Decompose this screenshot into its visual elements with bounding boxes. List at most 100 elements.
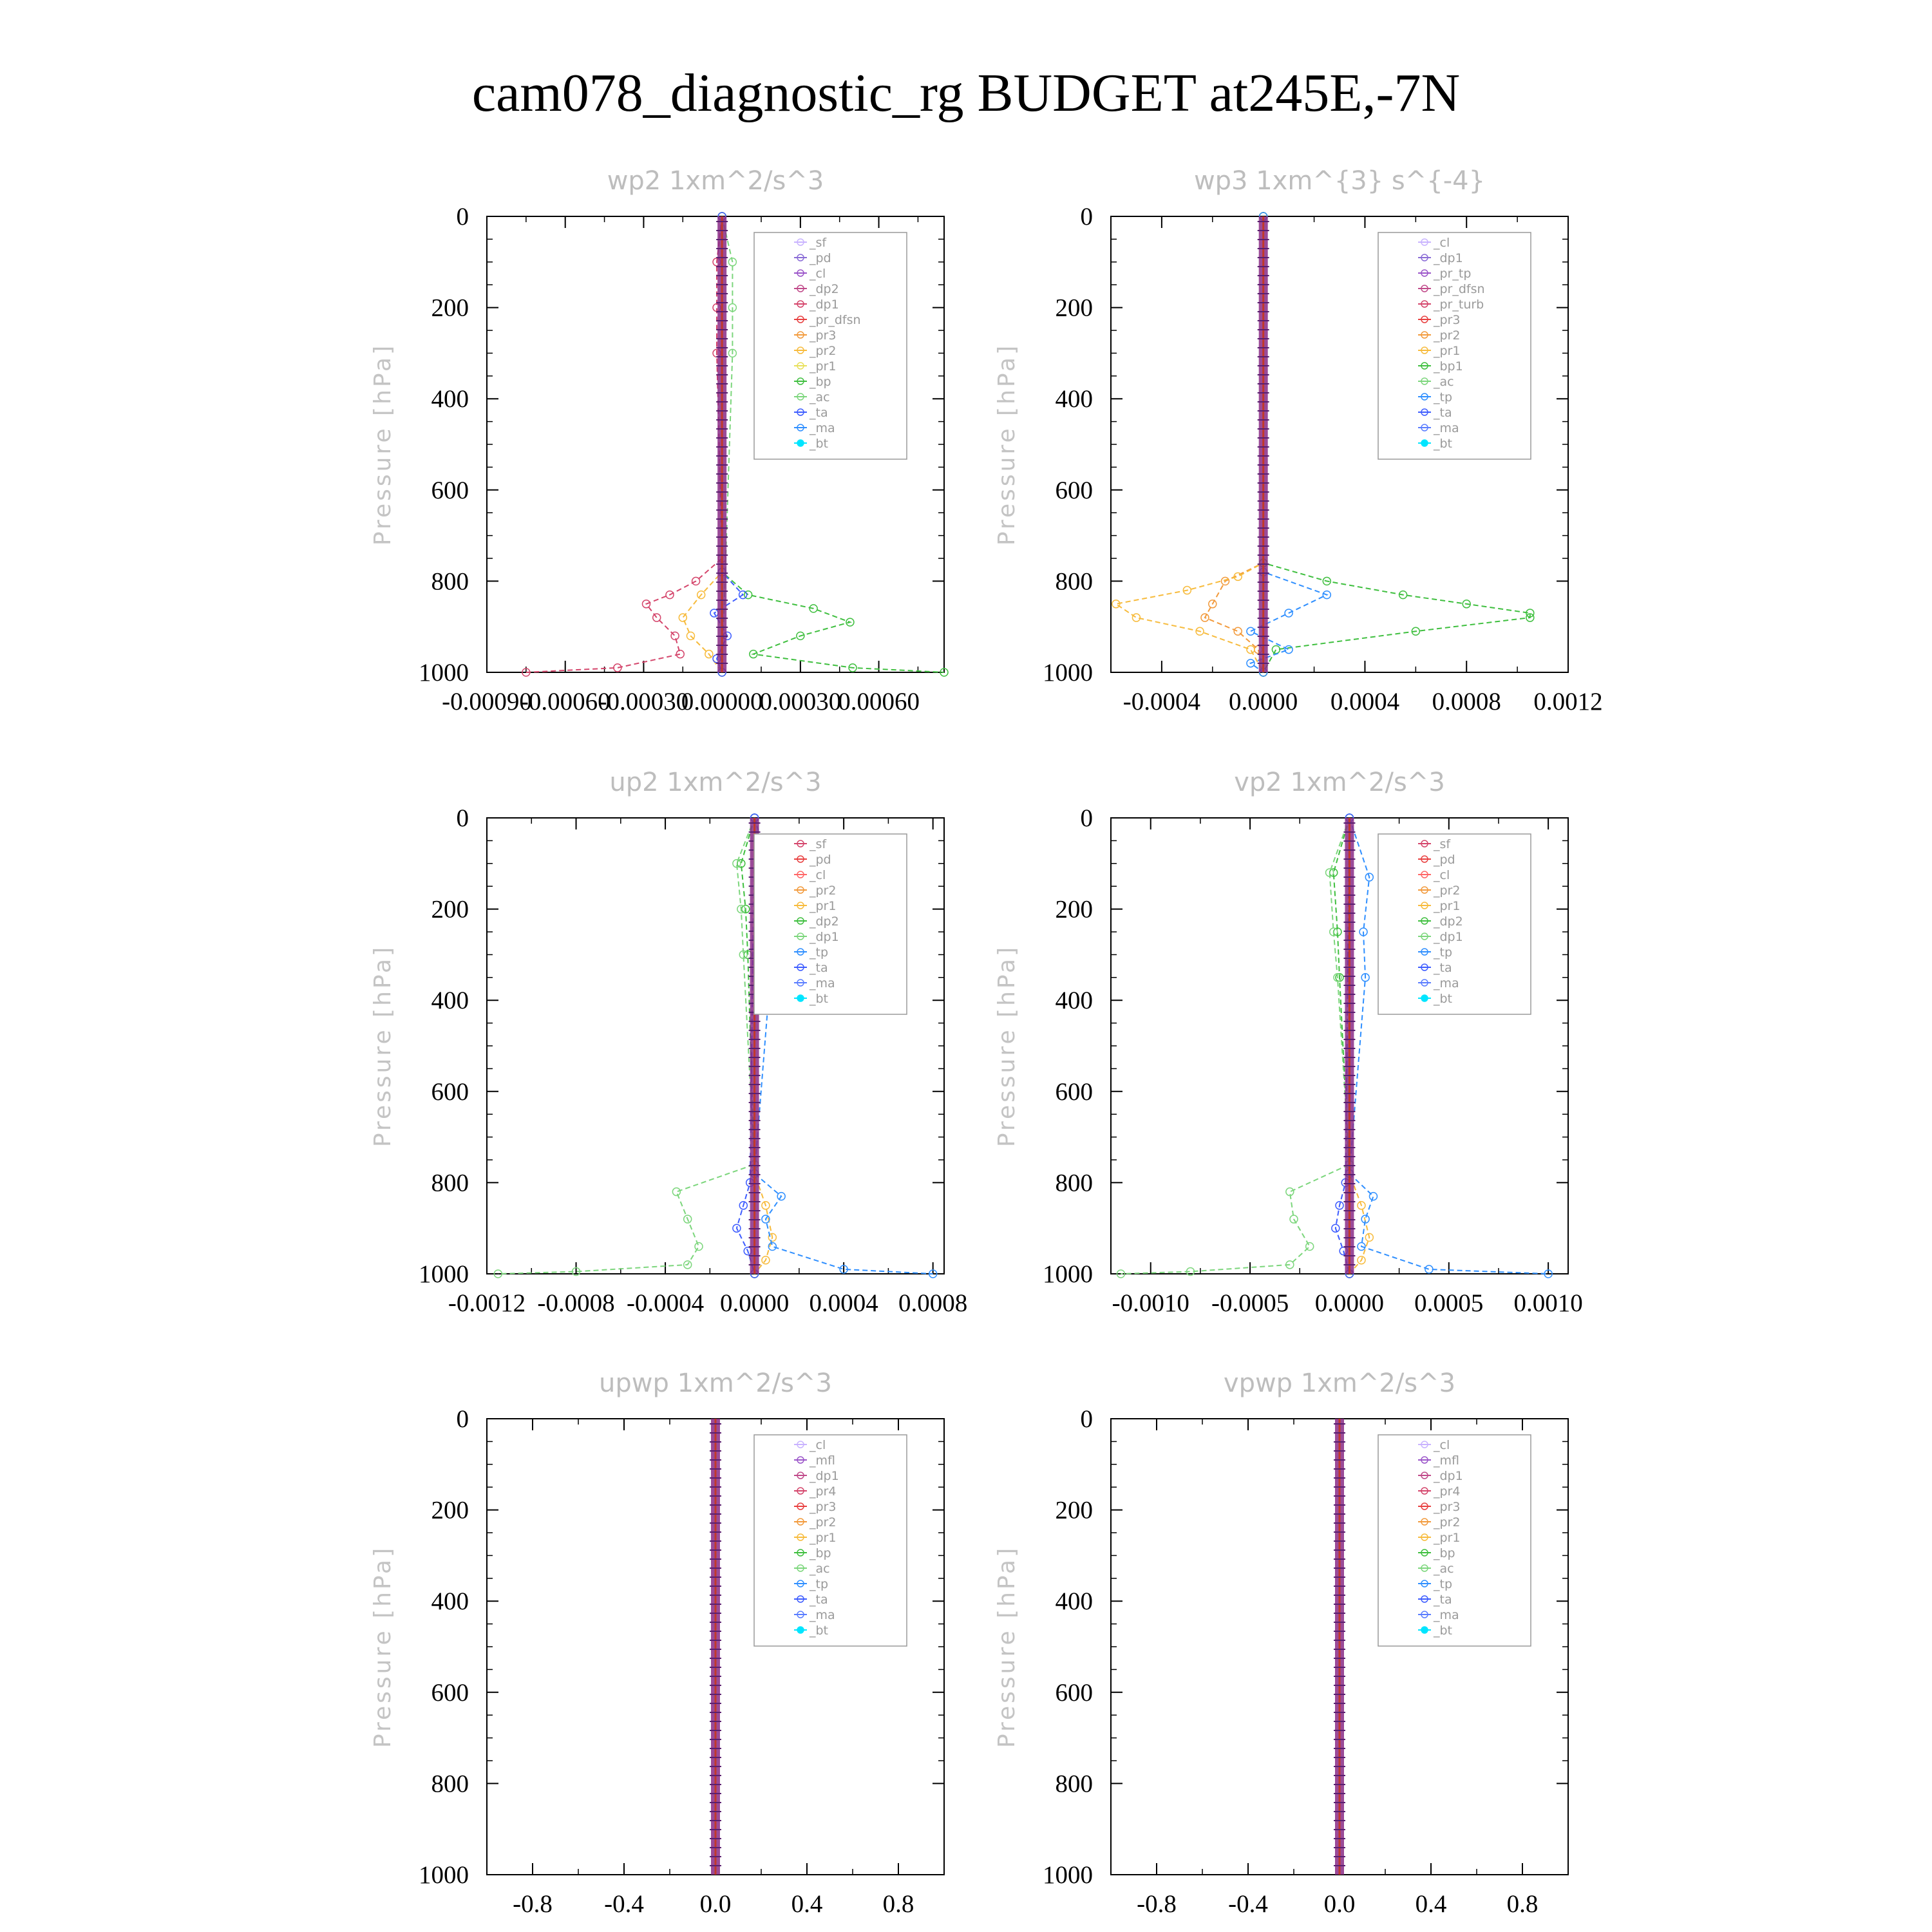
legend-marker (797, 933, 804, 940)
series-point-ta (1331, 1224, 1340, 1233)
legend-label: _bp (809, 1546, 831, 1560)
legend-label: _pr2 (809, 344, 836, 358)
y-tick-label: 1000 (1043, 1861, 1093, 1889)
legend-label: _bt (1433, 437, 1452, 451)
legend-marker (1421, 254, 1428, 261)
legend-label: _pr3 (1433, 1500, 1460, 1514)
series-point-tp (761, 1215, 770, 1224)
series-point-dp2 (737, 859, 746, 868)
series-point-pr2 (686, 631, 696, 641)
x-tick-label: 0.0008 (898, 1289, 967, 1317)
legend-marker (1421, 362, 1428, 370)
series-point-bp (848, 663, 857, 672)
legend-label: _pr3 (809, 1500, 836, 1514)
series-point-ac (728, 348, 737, 358)
series-point-tp (1357, 1242, 1366, 1251)
legend-label: _pr1 (809, 899, 836, 913)
series-point-pr2 (705, 649, 714, 659)
y-tick-label: 200 (1056, 896, 1094, 923)
y-tick-label: 200 (431, 896, 469, 923)
zero-line-stack (1334, 1419, 1345, 1875)
y-axis-label: Pressure [hPa] (994, 343, 1020, 545)
y-tick-label: 0 (1081, 203, 1094, 231)
legend-marker (797, 285, 804, 292)
legend-box (753, 1434, 907, 1647)
legend-marker (1421, 1456, 1428, 1464)
y-tick-label: 1000 (419, 1260, 469, 1288)
chart-panel-3: up2 1xm^2/s^3 Pressure [hPa] 0 200 400 600 800… (370, 768, 967, 1317)
series-point-pr1 (1182, 585, 1192, 595)
y-axis-label: Pressure [hPa] (370, 343, 396, 545)
series-point-dp1 (1333, 973, 1342, 982)
series-point-tp (1284, 645, 1293, 654)
series-point-ac (728, 258, 737, 267)
legend: _sf_pd _cl_dp2 _dp1_pr_dfsn_pr3_pr2_pr1_bp… (753, 232, 907, 460)
legend-label: _cl (809, 267, 826, 281)
x-tick-label: -0.0005 (1211, 1289, 1289, 1317)
legend: _cl_dp1 _pr_tp_pr_dfsn _pr_turb_pr3_pr2_pr… (1378, 232, 1531, 460)
panel-title: upwp 1xm^2/s^3 (599, 1368, 832, 1398)
legend-marker (797, 408, 804, 416)
y-tick-label: 800 (1056, 1770, 1094, 1797)
legend-label: _ma (1433, 1608, 1459, 1622)
y-tick-label: 600 (1056, 1078, 1094, 1106)
series-line-pr2 (682, 216, 723, 673)
legend-marker (1421, 331, 1428, 339)
x-tick-label: -0.0004 (627, 1289, 704, 1317)
legend-marker (797, 1502, 804, 1510)
series-point-tp (1368, 1191, 1378, 1201)
series-point-ta (738, 590, 748, 600)
series-point-bp1 (1462, 600, 1471, 609)
legend-marker (1421, 840, 1428, 848)
y-tick-label: 0 (457, 1405, 469, 1433)
y-tick-label: 600 (1056, 477, 1094, 504)
x-tick-label: 0.0004 (1331, 688, 1399, 715)
legend-label: _ta (1433, 1593, 1452, 1607)
series-point-dp1 (1325, 868, 1334, 877)
series-point-ta (1335, 1201, 1344, 1210)
x-tick-label: -0.4 (1228, 1890, 1268, 1918)
legend-marker (797, 424, 804, 431)
figure-title: cam078_diagnostic_rg BUDGET at245E,-7N (472, 63, 1460, 123)
legend-label: _tp (809, 945, 828, 960)
legend-label: _pd (809, 853, 831, 867)
series-point-dp1 (694, 1242, 703, 1251)
series-point-pr1 (1357, 1256, 1366, 1265)
x-tick-label: 0.4 (1416, 1890, 1447, 1918)
legend: _cl_mfl_dp1_pr4_pr3_pr2_pr1_bp_ac_tp_ta_… (1378, 1434, 1531, 1647)
legend-label: _ta (809, 1593, 828, 1607)
series-point-tp (1322, 590, 1332, 600)
legend-marker (797, 1441, 804, 1448)
series-point-dp1 (683, 1215, 692, 1224)
y-axis-label: Pressure [hPa] (994, 945, 1020, 1147)
legend-marker (797, 855, 804, 863)
series-point-pr2 (678, 613, 688, 622)
y-tick-label: 800 (431, 1770, 469, 1797)
series-point-bp1 (1411, 627, 1421, 636)
legend: _sf _pd_cl _pr2_pr1_dp2_dp1_tp_ta_ma _bt (1378, 833, 1531, 1015)
legend-marker (1421, 238, 1428, 246)
y-tick-label: 1000 (419, 659, 469, 687)
plot-area (1112, 212, 1535, 677)
legend-marker (797, 1595, 804, 1603)
series-point-dp1 (737, 904, 746, 914)
chart-panel-6: vpwp 1xm^2/s^3 Pressure [hPa] 0 200 400 600 80… (994, 1368, 1569, 1918)
legend-label: _dp2 (809, 914, 839, 929)
y-tick-label: 0 (1081, 1405, 1094, 1433)
legend-marker (1421, 1580, 1428, 1587)
y-tick-label: 0 (457, 804, 469, 832)
legend-box (1378, 232, 1531, 460)
series-line-ac (721, 216, 734, 673)
legend-label: _ac (1433, 375, 1454, 389)
legend-label: _pr1 (809, 359, 836, 374)
y-tick-label: 0 (1081, 804, 1094, 832)
y-tick-label: 400 (431, 987, 469, 1014)
series-line-tp (753, 817, 933, 1274)
legend-label: _cl (1433, 1438, 1450, 1452)
series-point-bp1 (1322, 576, 1332, 586)
series-line-tp (1349, 817, 1549, 1274)
y-tick-label: 400 (1056, 385, 1094, 413)
series-point-pr1 (1365, 1233, 1374, 1242)
legend-box (1378, 833, 1531, 1015)
series-point-pr2 (1220, 576, 1230, 586)
